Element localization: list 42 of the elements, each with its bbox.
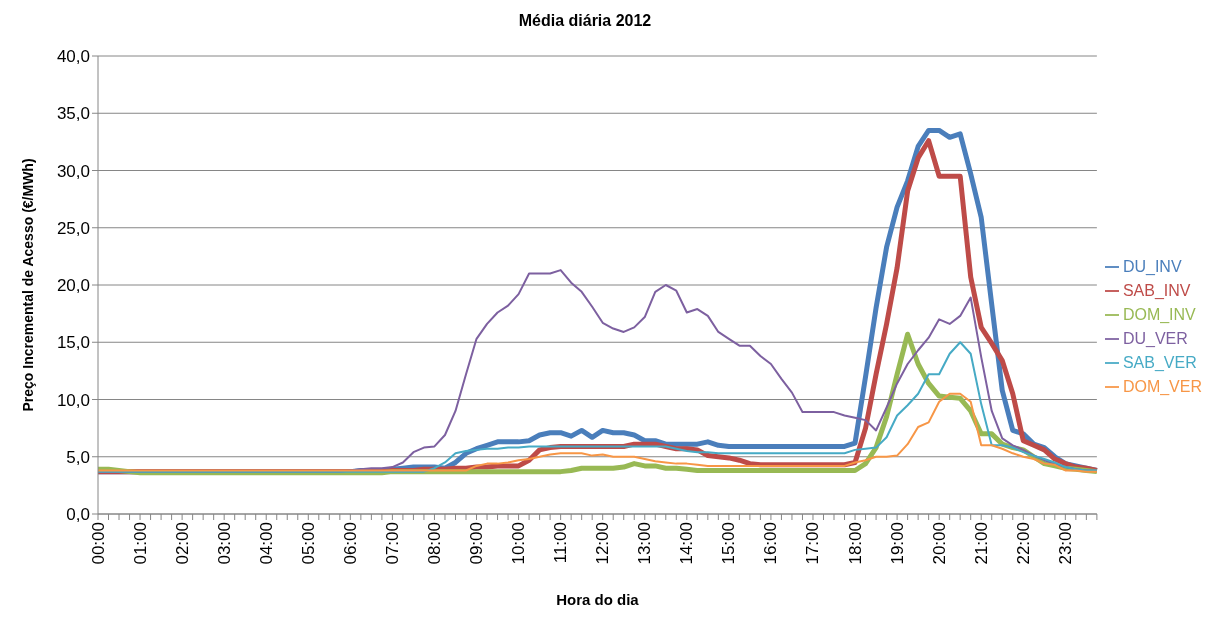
x-tick-label: 03:00 bbox=[214, 522, 234, 565]
x-tick-label: 10:00 bbox=[509, 522, 529, 565]
y-tick-label: 10,0 bbox=[56, 390, 90, 410]
legend-label: DOM_INV bbox=[1122, 305, 1196, 323]
x-tick-label: 14:00 bbox=[677, 522, 697, 565]
y-tick-label: 15,0 bbox=[56, 333, 90, 353]
x-tick-label: 11:00 bbox=[551, 522, 571, 564]
x-tick-label: 23:00 bbox=[1055, 522, 1075, 565]
x-tick-label: 12:00 bbox=[593, 522, 613, 565]
x-tick-label: 06:00 bbox=[340, 522, 360, 565]
x-tick-label: 09:00 bbox=[467, 522, 487, 565]
x-tick-label: 00:00 bbox=[88, 522, 108, 565]
y-tick-label: 5,0 bbox=[66, 447, 90, 467]
legend-label: SAB_VER bbox=[1122, 353, 1197, 371]
legend-label: SAB_INV bbox=[1122, 281, 1191, 299]
x-tick-label: 13:00 bbox=[635, 522, 655, 565]
x-tick-label: 19:00 bbox=[887, 522, 907, 565]
x-tick-label: 20:00 bbox=[929, 522, 949, 565]
y-tick-label: 0,0 bbox=[66, 505, 90, 525]
y-axis-title: Preço Incremental de Acesso (€/MWh) bbox=[19, 158, 36, 412]
x-tick-label: 08:00 bbox=[424, 522, 444, 565]
chart-title: Média diária 2012 bbox=[517, 11, 653, 31]
x-tick-label: 04:00 bbox=[256, 522, 276, 565]
x-axis-title: Hora do dia bbox=[556, 591, 640, 608]
x-tick-label: 22:00 bbox=[1013, 522, 1033, 565]
legend-label: DU_VER bbox=[1122, 329, 1188, 347]
y-tick-label: 30,0 bbox=[56, 161, 90, 181]
y-tick-label: 20,0 bbox=[56, 276, 90, 296]
x-tick-label: 18:00 bbox=[845, 522, 865, 565]
x-tick-label: 05:00 bbox=[298, 522, 318, 565]
y-tick-label: 40,0 bbox=[56, 47, 90, 67]
x-tick-label: 21:00 bbox=[971, 522, 991, 565]
x-tick-label: 02:00 bbox=[172, 522, 192, 565]
x-tick-label: 16:00 bbox=[761, 522, 781, 565]
x-tick-label: 07:00 bbox=[382, 522, 402, 565]
legend-label: DOM_VER bbox=[1122, 377, 1202, 395]
x-tick-label: 17:00 bbox=[803, 522, 823, 565]
x-tick-label: 15:00 bbox=[719, 522, 739, 565]
legend-label: DU_INV bbox=[1122, 257, 1182, 275]
y-tick-label: 35,0 bbox=[56, 104, 90, 124]
x-tick-label: 01:00 bbox=[130, 522, 150, 565]
y-tick-label: 25,0 bbox=[56, 218, 90, 238]
